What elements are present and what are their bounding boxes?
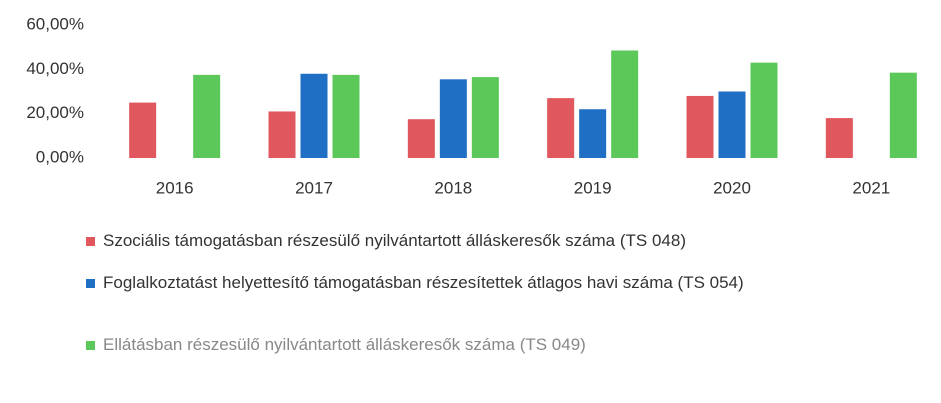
bar (471, 77, 499, 158)
y-tick-label: 60,00% (26, 14, 84, 33)
bar (300, 73, 328, 158)
bar (268, 111, 296, 158)
legend-label: Ellátásban részesülő nyilvántartott állá… (103, 335, 586, 354)
y-tick-label: 20,00% (26, 103, 84, 122)
bar (750, 62, 778, 158)
bar (332, 74, 360, 158)
y-tick-label: 40,00% (26, 59, 84, 78)
x-tick-label: 2021 (852, 178, 890, 197)
bar (686, 95, 714, 158)
legend-item: Foglalkoztatást helyettesítő támogatásba… (86, 270, 744, 296)
legend-label: Szociális támogatásban részesülő nyilván… (103, 231, 686, 250)
legend-item: Ellátásban részesülő nyilvántartott állá… (86, 332, 744, 358)
bar (579, 109, 607, 158)
legend-swatch (86, 237, 95, 246)
bar (889, 72, 917, 158)
bar (611, 50, 639, 158)
legend-swatch (86, 279, 95, 288)
x-tick-label: 2020 (713, 178, 751, 197)
chart: 0,00% 20,00% 40,00% 60,00% 2016 2017 2018 2019 2… (26, 14, 917, 197)
bar (407, 119, 435, 158)
legend-label: Foglalkoztatást helyettesítő támogatásba… (103, 273, 744, 292)
bar (547, 98, 575, 158)
x-tick-label: 2019 (574, 178, 612, 197)
bar (718, 91, 746, 158)
x-tick-label: 2018 (434, 178, 472, 197)
x-tick-label: 2017 (295, 178, 333, 197)
bar (193, 74, 221, 158)
legend: Szociális támogatásban részesülő nyilván… (86, 228, 744, 372)
legend-swatch (86, 341, 95, 350)
x-tick-label: 2016 (156, 178, 194, 197)
bar (825, 118, 853, 158)
legend-item: Szociális támogatásban részesülő nyilván… (86, 228, 744, 254)
bar (129, 102, 157, 158)
bar (439, 79, 467, 158)
y-tick-label: 0,00% (36, 147, 84, 166)
